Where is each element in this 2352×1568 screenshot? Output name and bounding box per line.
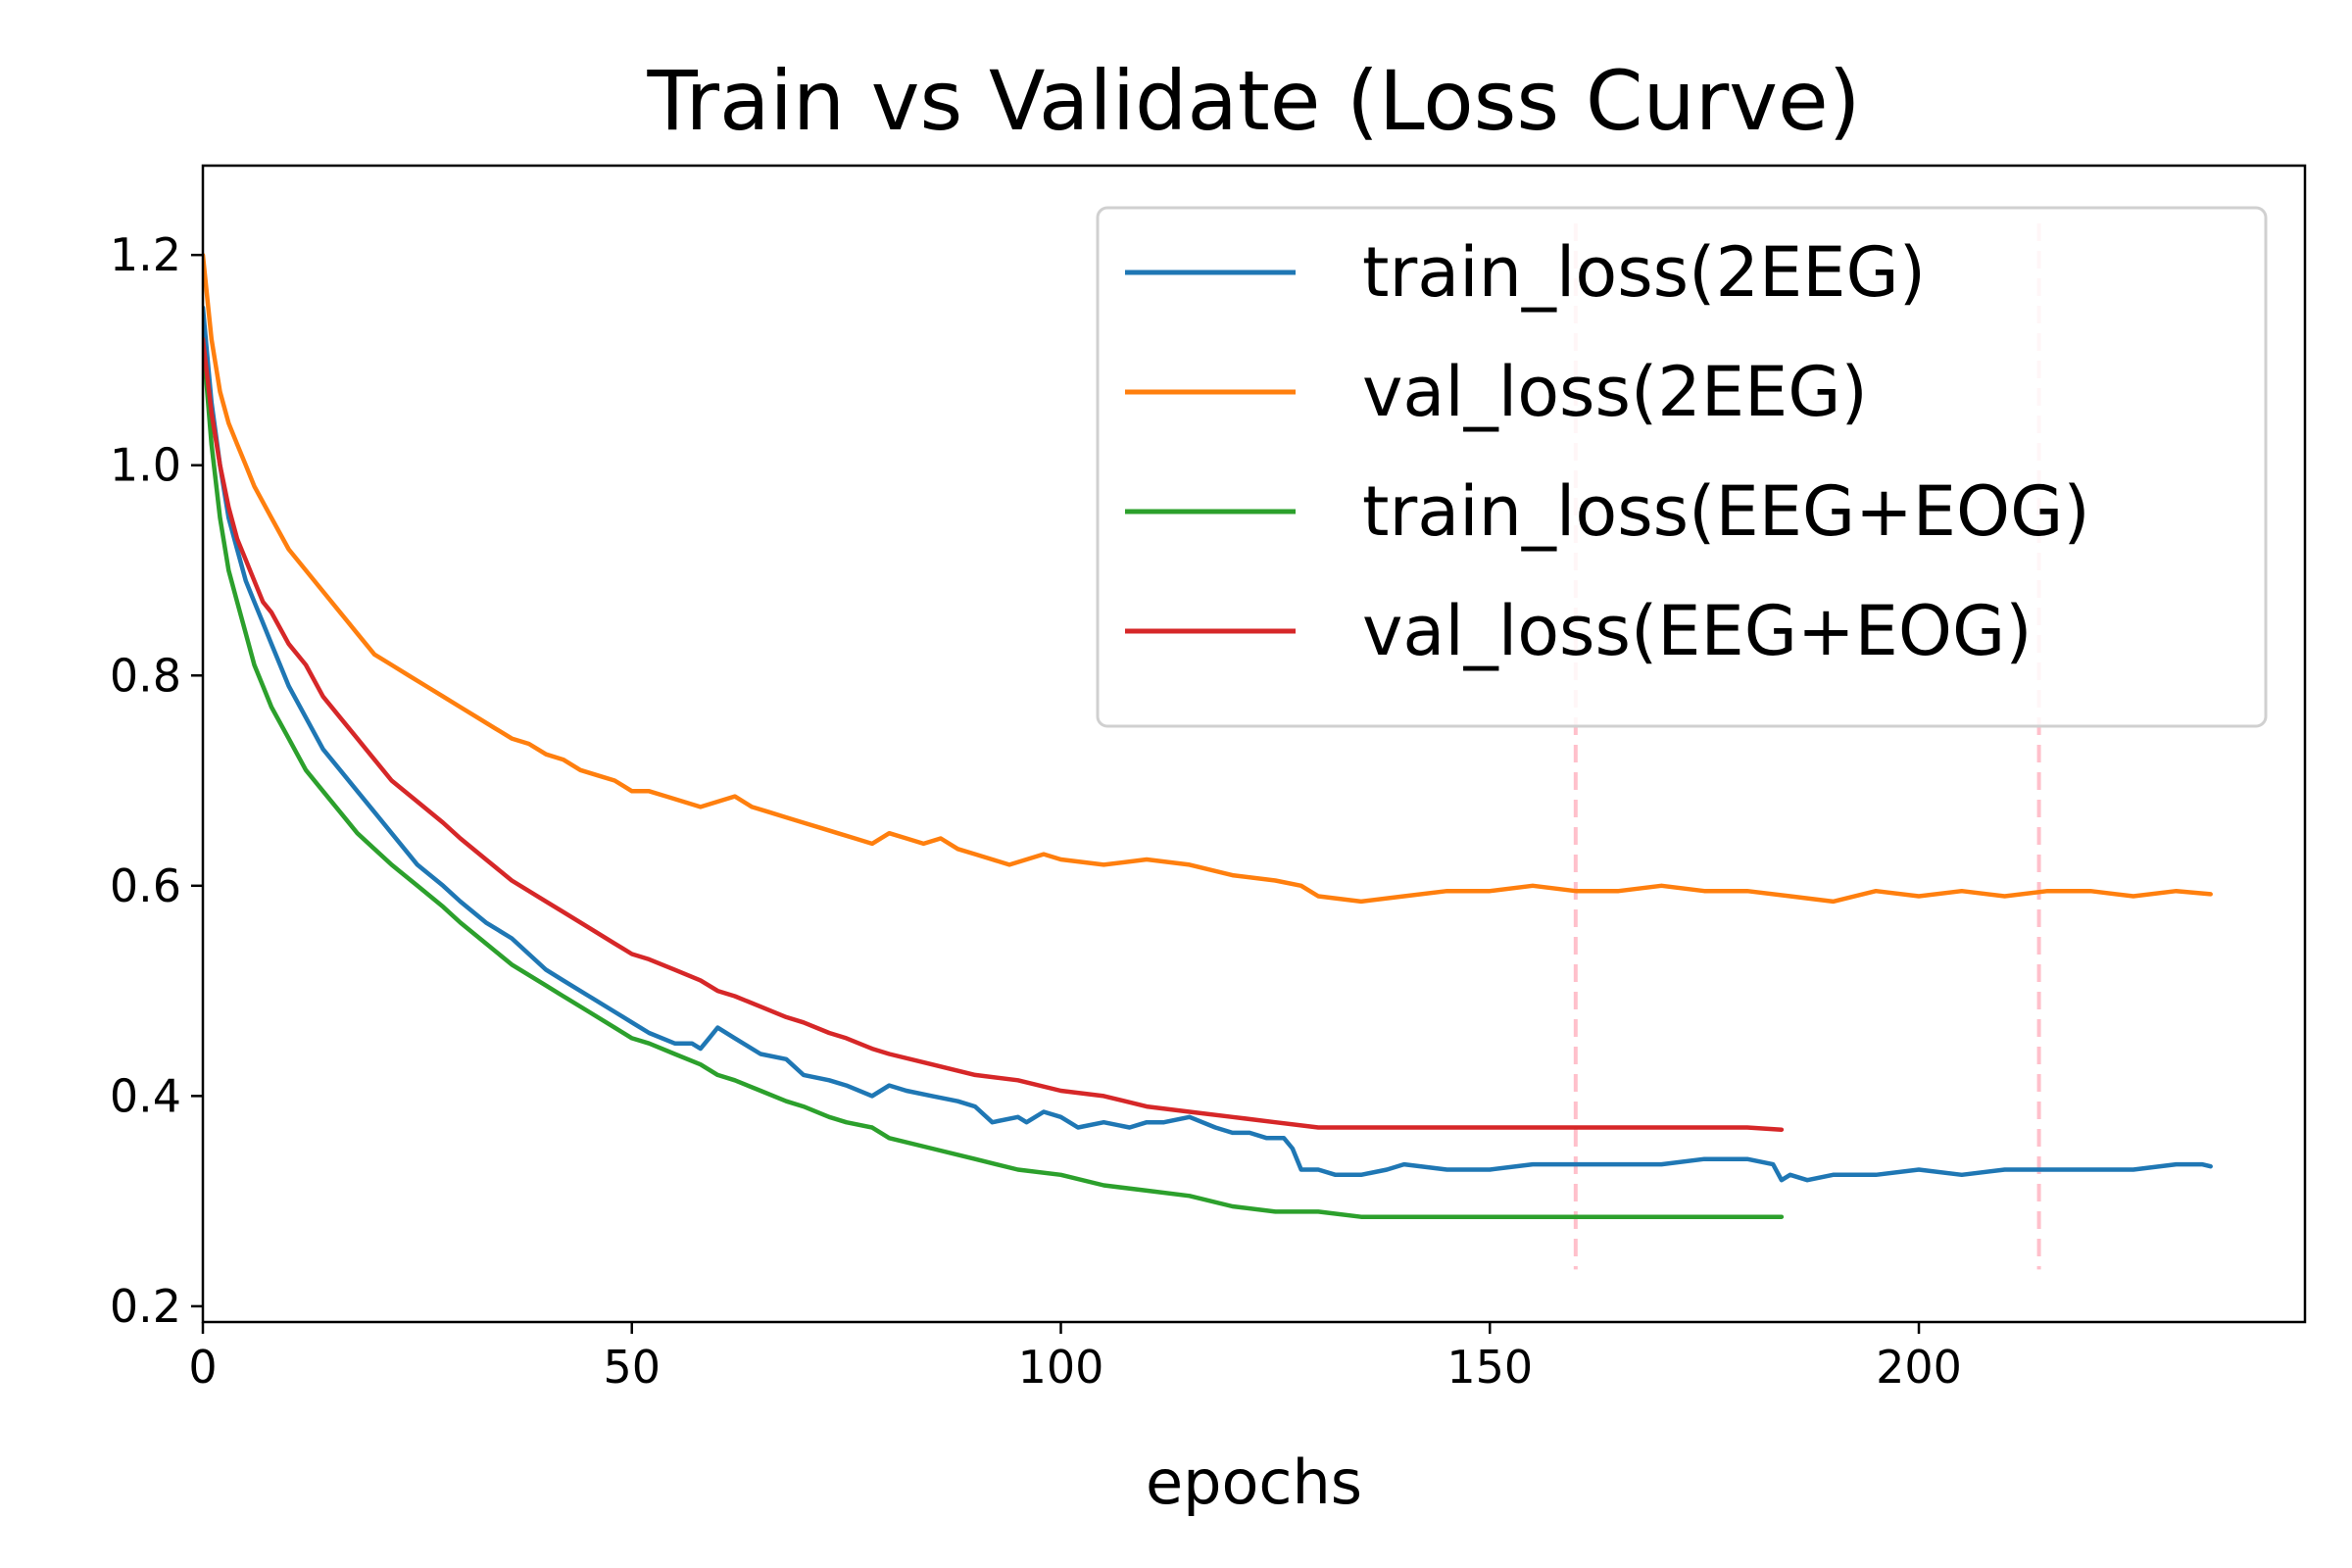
series-line-1 bbox=[203, 305, 2213, 1183]
legend-entry-label: train_loss(EEG+EOG) bbox=[1362, 471, 2090, 552]
x-tick-label: 150 bbox=[1446, 1341, 1533, 1394]
legend-entry-label: train_loss(2EEG) bbox=[1362, 232, 1926, 313]
series-line-2 bbox=[203, 252, 2213, 905]
y-tick-label: 0.8 bbox=[110, 649, 181, 702]
x-tick-label: 200 bbox=[1876, 1341, 1962, 1394]
y-tick-label: 0.6 bbox=[110, 859, 181, 912]
series-line-4 bbox=[203, 336, 1785, 1132]
x-tick-label: 50 bbox=[603, 1341, 661, 1394]
x-tick-label: 100 bbox=[1018, 1341, 1104, 1394]
legend: train_loss(2EEG) val_loss(2EEG) train_loss… bbox=[1096, 206, 2268, 728]
plot-frame bbox=[201, 164, 2307, 1324]
y-tick-label: 1.2 bbox=[110, 228, 181, 281]
legend-box bbox=[1096, 206, 2268, 728]
chart-title: Train vs Validate (Loss Curve) bbox=[647, 53, 1861, 149]
y-tick-label: 1.0 bbox=[110, 439, 181, 492]
axes: 0 50 100 150 200 0.2 0.4 0.6 0.8 1.0 1.2 bbox=[110, 164, 2307, 1394]
legend-entry-label: val_loss(2EEG) bbox=[1362, 352, 1868, 432]
y-tick-label: 0.4 bbox=[110, 1069, 181, 1122]
series-line-3 bbox=[203, 336, 1785, 1219]
y-tick-label: 0.2 bbox=[110, 1280, 181, 1333]
x-tick-label: 0 bbox=[188, 1341, 217, 1394]
x-axis-label: epochs bbox=[1146, 1446, 1362, 1518]
legend-entry-label: val_loss(EEG+EOG) bbox=[1362, 591, 2033, 671]
